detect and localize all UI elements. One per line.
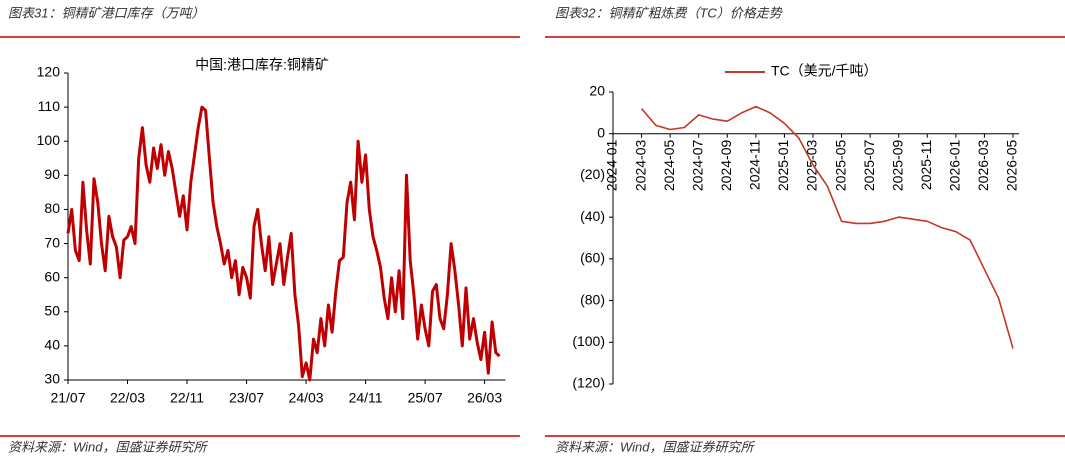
y-tick-label: 60	[44, 268, 60, 284]
x-tick-label: 2025-09	[889, 140, 905, 192]
x-tick-label: 24/11	[349, 390, 383, 406]
y-tick-label: (40)	[580, 208, 605, 224]
x-tick-label: 2024-07	[689, 140, 705, 192]
y-tick-label: (20)	[580, 166, 605, 182]
y-tick-label: 70	[44, 234, 60, 250]
source: 资料来源：Wind，国盛证券研究所	[8, 439, 209, 454]
y-tick-label: (100)	[572, 333, 605, 349]
y-tick-label: 0	[597, 124, 605, 140]
x-tick-label: 2024-11	[747, 140, 763, 191]
chart-title: 中国:港口库存:铜精矿	[195, 57, 329, 73]
y-tick-label: (80)	[580, 291, 605, 307]
x-tick-label: 26/03	[467, 390, 502, 406]
source: 资料来源：Wind，国盛证券研究所	[555, 439, 756, 454]
y-tick-label: 30	[44, 371, 60, 387]
y-tick-label: 40	[44, 337, 60, 353]
x-tick-label: 24/03	[289, 390, 324, 406]
x-tick-label: 21/07	[50, 390, 85, 406]
x-tick-label: 2024-03	[632, 140, 648, 192]
x-tick-label: 2026-05	[1004, 140, 1020, 192]
caption: 图表31：铜精矿港口库存（万吨）	[8, 5, 204, 20]
x-tick-label: 2024-01	[604, 140, 620, 192]
legend-label: TC（美元/千吨）	[771, 63, 878, 79]
x-tick-label: 2025-03	[804, 140, 820, 192]
x-tick-label: 2024-09	[718, 140, 734, 192]
x-tick-label: 2025-05	[832, 140, 848, 192]
x-tick-label: 22/03	[110, 390, 145, 406]
data-line	[66, 105, 501, 382]
y-tick-label: (60)	[580, 250, 605, 266]
y-tick-label: 120	[37, 64, 61, 80]
x-tick-label: 25/07	[408, 390, 443, 406]
x-tick-label: 2025-11	[918, 140, 934, 191]
x-tick-label: 2026-03	[975, 140, 991, 192]
y-tick-label: 110	[38, 98, 61, 114]
x-tick-label: 2024-05	[661, 140, 677, 192]
x-tick-label: 2025-07	[861, 140, 877, 192]
x-tick-label: 23/07	[229, 390, 264, 406]
caption: 图表32：铜精矿粗炼费（TC）价格走势	[555, 5, 784, 20]
x-tick-label: 2026-01	[947, 140, 963, 192]
x-tick-label: 22/11	[170, 390, 204, 406]
y-tick-label: 20	[589, 83, 605, 99]
y-tick-label: 90	[44, 166, 60, 182]
data-line	[640, 105, 1014, 349]
y-tick-label: 50	[44, 302, 60, 318]
x-tick-label: 2025-01	[775, 140, 791, 192]
y-tick-label: 100	[37, 132, 61, 148]
y-tick-label: 80	[44, 200, 60, 216]
y-tick-label: (120)	[572, 375, 605, 391]
